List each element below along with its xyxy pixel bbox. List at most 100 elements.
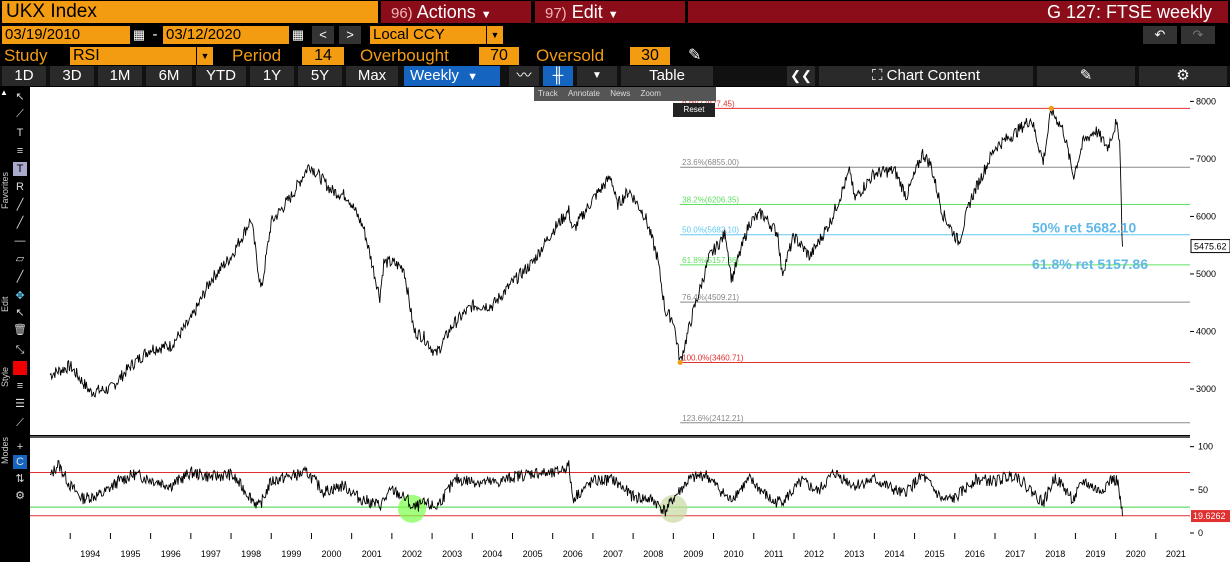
start-date-input[interactable]: 03/19/2010: [2, 26, 130, 44]
chart-content-button[interactable]: ⛶ Chart Content: [819, 66, 1033, 86]
calendar-icon[interactable]: ▦: [290, 26, 306, 44]
rsi-tick-label: 50: [1198, 485, 1208, 495]
line-width-icon[interactable]: ☰: [15, 398, 25, 410]
fib-level-label: 50.0%(5682.10): [682, 226, 739, 235]
x-tick-label: 2006: [563, 549, 583, 559]
edit-side-label: Edit: [0, 296, 10, 312]
period-input[interactable]: 14: [302, 47, 344, 65]
retracement-icon[interactable]: R: [16, 181, 24, 193]
retracement-annotation[interactable]: 50% ret 5682.10: [1032, 220, 1137, 236]
tab-weekly[interactable]: Weekly ▼: [404, 66, 500, 86]
study-select[interactable]: RSI: [70, 47, 196, 65]
pencil-icon[interactable]: ✎: [688, 47, 702, 64]
eraser-icon[interactable]: ⟋: [16, 417, 24, 429]
brush-icon[interactable]: ╱: [16, 199, 24, 211]
line-tool-icon[interactable]: ⟋: [16, 108, 24, 120]
trash-icon[interactable]: 🗑: [13, 324, 27, 336]
oversold-highlight-circle[interactable]: [397, 494, 426, 523]
x-axis-panel: [30, 533, 1190, 562]
zoom-option[interactable]: Zoom: [640, 89, 661, 98]
text-tool-icon[interactable]: T: [16, 127, 24, 139]
cursor-icon[interactable]: ↖: [15, 91, 25, 103]
tab-5y[interactable]: 5Y: [298, 66, 342, 86]
draw-icon[interactable]: ╱: [16, 217, 24, 229]
chart-content-label: Chart Content: [886, 67, 981, 84]
reset-button[interactable]: Reset: [673, 103, 715, 117]
end-date-input[interactable]: 03/12/2020: [163, 26, 289, 44]
redo-icon[interactable]: ↷: [1181, 26, 1215, 44]
next-period-button[interactable]: >: [339, 26, 361, 44]
x-tick-label: 2017: [1005, 549, 1025, 559]
calendar-icon[interactable]: ▦: [131, 26, 147, 44]
tab-6m[interactable]: 6M: [146, 66, 192, 86]
window-title: G 127: FTSE weekly: [688, 1, 1228, 23]
price-panel: [30, 87, 1190, 435]
chevron-down-icon[interactable]: ▼: [197, 47, 213, 65]
line-chart-icon[interactable]: 〰: [509, 66, 539, 86]
actions-button[interactable]: 96) Actions ▼: [381, 1, 531, 23]
chevron-down-icon: ▼: [480, 9, 492, 21]
hline-icon[interactable]: —: [14, 235, 26, 247]
tab-3d[interactable]: 3D: [50, 66, 94, 86]
style-label: Style: [0, 367, 10, 388]
x-tick-label: 2005: [523, 549, 543, 559]
oversold-label: Oversold: [536, 46, 605, 65]
modes-label: Modes: [0, 436, 10, 464]
tab-max[interactable]: Max: [346, 66, 398, 86]
edit-number: 97): [545, 5, 567, 22]
tab-ytd[interactable]: YTD: [196, 66, 246, 86]
x-tick-label: 2002: [402, 549, 422, 559]
news-option[interactable]: News: [610, 89, 631, 98]
chevron-down-icon[interactable]: ▼: [577, 66, 617, 86]
trend-tool-icon[interactable]: T: [13, 162, 27, 176]
collapse-icon[interactable]: ❮❮: [787, 66, 815, 86]
x-tick-label: 2010: [724, 549, 744, 559]
fib-tool-icon[interactable]: ≡: [16, 145, 24, 157]
rsi-series-line[interactable]: [49, 459, 1123, 517]
rsi-panel: [30, 438, 1190, 533]
currency-select[interactable]: Local CCY: [370, 26, 486, 44]
fib-high-marker[interactable]: [1048, 105, 1054, 111]
period-label: Period: [232, 46, 282, 65]
tab-1y[interactable]: 1Y: [250, 66, 294, 86]
mode-icon[interactable]: C: [13, 455, 27, 469]
retracement-annotation[interactable]: 61.8% ret 5157.86: [1032, 256, 1148, 272]
annotate-option[interactable]: Annotate: [567, 89, 600, 98]
overbought-input[interactable]: 70: [479, 47, 519, 65]
pointer-icon[interactable]: ↖: [15, 307, 25, 319]
undo-icon[interactable]: ↶: [1143, 26, 1177, 44]
oversold-highlight-circle[interactable]: [659, 494, 688, 523]
price-series-line[interactable]: [49, 106, 1123, 398]
track-option[interactable]: Track: [538, 89, 558, 98]
gear-icon[interactable]: ⚙: [1139, 66, 1227, 86]
oversold-input[interactable]: 30: [630, 47, 670, 65]
move-icon[interactable]: ✥: [15, 290, 25, 302]
rsi-tick-label: 0: [1198, 528, 1203, 538]
x-tick-label: 2019: [1085, 549, 1105, 559]
chart-area[interactable]: 0.0%(7877.45)23.6%(6855.00)38.2%(6206.35…: [30, 87, 1230, 562]
prev-period-button[interactable]: <: [312, 26, 334, 44]
x-tick-label: 2013: [844, 549, 864, 559]
tab-1d[interactable]: 1D: [2, 66, 46, 86]
table-button[interactable]: Table: [621, 66, 713, 86]
compare-icon[interactable]: ⇅: [15, 473, 25, 485]
bar-chart-icon[interactable]: ╫: [543, 66, 573, 86]
ray-icon[interactable]: ╱: [16, 271, 24, 283]
gear-icon[interactable]: ⚙: [15, 490, 25, 502]
line-style-icon[interactable]: ≡: [16, 380, 24, 392]
edit-button[interactable]: 97) Edit ▼: [535, 1, 685, 23]
x-tick-label: 2011: [764, 549, 783, 559]
channel-icon[interactable]: ▱: [15, 253, 25, 265]
resize-icon[interactable]: ⤡: [15, 344, 25, 356]
fib-low-marker[interactable]: [677, 359, 683, 365]
tab-1m[interactable]: 1M: [98, 66, 142, 86]
panel-divider[interactable]: [30, 436, 1190, 438]
actions-label: Actions: [416, 2, 476, 22]
ticker-field[interactable]: UKX Index: [2, 1, 378, 23]
x-tick-label: 2012: [804, 549, 824, 559]
edit-chart-icon[interactable]: ✎: [1037, 66, 1135, 86]
x-tick-label: 2007: [603, 549, 623, 559]
crosshair-icon[interactable]: +: [16, 441, 24, 453]
chevron-down-icon[interactable]: ▼: [487, 26, 503, 44]
color-swatch-icon[interactable]: [13, 361, 27, 375]
